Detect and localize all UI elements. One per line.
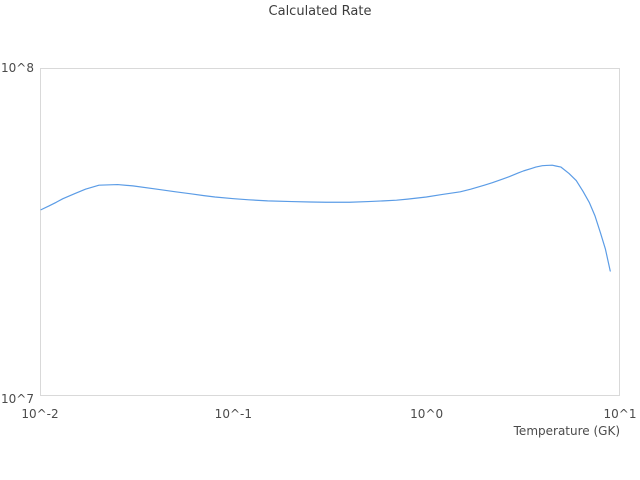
plot-area <box>40 68 620 396</box>
x-axis-tick-label-1e-2: 10^-2 <box>21 407 59 421</box>
x-axis-tick-label-1e-1: 10^-1 <box>214 407 252 421</box>
x-axis-tick-label-1e1: 10^1 <box>603 407 637 421</box>
rate-line <box>40 164 611 272</box>
chart-title: Calculated Rate <box>268 4 372 19</box>
plot-canvas <box>40 164 611 272</box>
x-axis-title: Temperature (GK) <box>513 424 620 438</box>
y-axis-tick-label-1e8: 10^8 <box>1 61 34 75</box>
y-axis-tick-label-1e7: 10^7 <box>1 392 34 406</box>
x-axis-tick-label-1e0: 10^0 <box>410 407 444 421</box>
